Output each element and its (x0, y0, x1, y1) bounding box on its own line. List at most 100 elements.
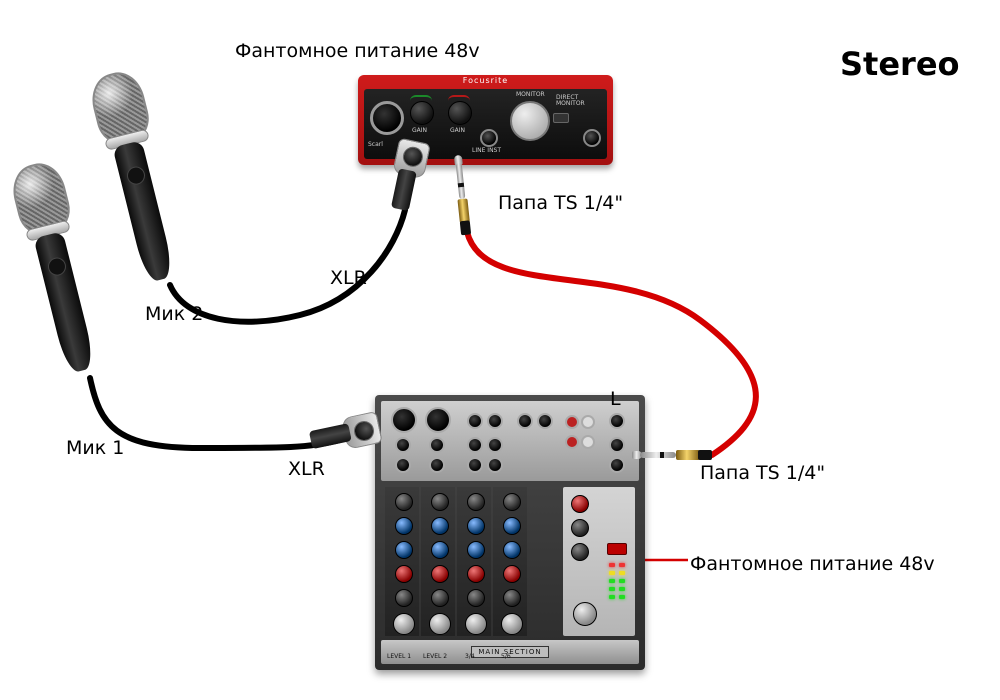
mixer-rca-out-r (565, 415, 579, 429)
led-r2 (609, 563, 615, 567)
mixer-bottom-bar: MAIN SECTION (381, 640, 639, 664)
mixer-xlr-2 (425, 407, 451, 433)
cable-mic2-to-interface-xlr (170, 210, 405, 322)
mixer-ins-1 (395, 457, 411, 473)
ts-plug-mixer-sleeve (676, 450, 700, 460)
led-y2 (609, 571, 615, 575)
mixer-ch3-level-knob (465, 613, 487, 635)
mixer-ch4-knob3 (503, 541, 521, 559)
interface-gain1-knob (410, 101, 434, 125)
led-g5 (619, 595, 625, 599)
led-g4 (609, 587, 615, 591)
mixer: XENYX 802 (375, 395, 645, 670)
diagram-stage: Focusrite GAIN GAIN LINE INST MONITOR DI… (0, 0, 1000, 700)
mixer-aux-send (517, 413, 533, 429)
gain1-halo-green (410, 95, 432, 101)
mixer-ch2-level-knob (429, 613, 451, 635)
mic1-body (33, 231, 96, 374)
mixer-ch3-knob5 (467, 589, 485, 607)
mixer-st2-l (467, 437, 483, 453)
ts-plug-mixer-shaft (640, 452, 676, 458)
xlr-plug-mixer (308, 411, 383, 455)
xlr-plug-interface-barrel (391, 168, 417, 211)
microphone-2 (81, 67, 195, 305)
mixer-ch4-level-knob (501, 613, 523, 635)
interface-gain2-label: GAIN (450, 127, 465, 134)
mixer-ctrl-knob (571, 543, 589, 561)
mixer-ch1-level-knob (393, 613, 415, 635)
led-y1 (619, 571, 625, 575)
ts-plug-interface-ring (458, 183, 464, 188)
mixer-phantom-switch (607, 543, 627, 555)
ts-plug-mixer-boot (698, 450, 712, 460)
interface-xlr-input (370, 101, 404, 135)
label-mic1: Мик 1 (66, 437, 124, 459)
mixer-ch3-knob1 (467, 493, 485, 511)
led-g3 (619, 587, 625, 591)
label-xlr-top: XLR (330, 267, 367, 289)
interface-gain2-knob (448, 101, 472, 125)
mixer-ctrl (609, 457, 625, 473)
mixer-main-mix-knob (573, 602, 597, 626)
interface-lineinst-label: LINE INST (472, 147, 501, 154)
interface-model: Scarl (368, 141, 383, 148)
label-ts-bottom: Папа TS 1/4" (700, 462, 825, 484)
mixer-main-l (609, 413, 625, 429)
mixer-ch1-knob4 (395, 565, 413, 583)
mixer-st1-l (467, 413, 483, 429)
gain2-halo-red (448, 95, 470, 101)
mixer-ch3-knob2 (467, 517, 485, 535)
ts-plug-interface-shaft (456, 163, 466, 199)
mixer-aux-ret (537, 413, 553, 429)
mixer-ch2-knob2 (431, 517, 449, 535)
interface-monitor-knob (510, 101, 550, 141)
interface-direct-switch (553, 113, 569, 123)
mixer-ch2-knob4 (431, 565, 449, 583)
led-g6 (609, 595, 615, 599)
mixer-cap4: 5/6 (501, 653, 511, 660)
cable-mic1-to-mixer-xlr (90, 378, 340, 448)
mixer-ch2-knob3 (431, 541, 449, 559)
label-ts-top: Папа TS 1/4" (498, 192, 623, 214)
mixer-cap3: 3/4 (465, 653, 475, 660)
interface-gain1-label: GAIN (412, 127, 427, 134)
label-phantom-bottom: Фантомное питание 48v (690, 553, 935, 575)
mixer-fx-knob (571, 495, 589, 513)
mixer-ch3-knob3 (467, 541, 485, 559)
interface-headphone-jack (583, 129, 601, 147)
label-mic2: Мик 2 (145, 303, 203, 325)
mixer-ch4-knob5 (503, 589, 521, 607)
mixer-ch4-knob1 (503, 493, 521, 511)
mixer-line-2 (429, 437, 445, 453)
mixer-ch1-knob5 (395, 589, 413, 607)
mixer-main-r (609, 437, 625, 453)
mixer-st3-r (487, 457, 503, 473)
mixer-cap1: LEVEL 1 (387, 653, 411, 660)
ts-plug-interface (448, 154, 476, 236)
mixer-io-panel (381, 401, 639, 481)
interface-brand: Focusrite (358, 76, 613, 85)
mic2-body (112, 140, 175, 283)
title-stereo: Stereo (840, 45, 960, 83)
ts-plug-interface-boot (460, 220, 471, 235)
mixer-ch2-knob5 (431, 589, 449, 607)
mixer-ch1-knob3 (395, 541, 413, 559)
mixer-ch2-knob1 (431, 493, 449, 511)
mixer-ch4-knob4 (503, 565, 521, 583)
label-phantom-top: Фантомное питание 48v (235, 40, 480, 62)
led-g2 (609, 579, 615, 583)
mixer-st1-r (487, 413, 503, 429)
mixer-cap2: LEVEL 2 (423, 653, 447, 660)
interface-monitor-label: MONITOR (516, 91, 545, 98)
ts-plug-mixer-ring (660, 452, 664, 458)
mixer-ch3-knob4 (467, 565, 485, 583)
mixer-ins-2 (429, 457, 445, 473)
mixer-phones-knob (571, 519, 589, 537)
mixer-xlr-1 (391, 407, 417, 433)
label-l: L (610, 388, 621, 410)
mixer-st3-l (467, 457, 483, 473)
mixer-ch4-knob2 (503, 517, 521, 535)
mixer-rca-in-l (581, 435, 595, 449)
xlr-plug-mixer-barrel (309, 423, 352, 449)
mixer-rca-out-l (581, 415, 595, 429)
